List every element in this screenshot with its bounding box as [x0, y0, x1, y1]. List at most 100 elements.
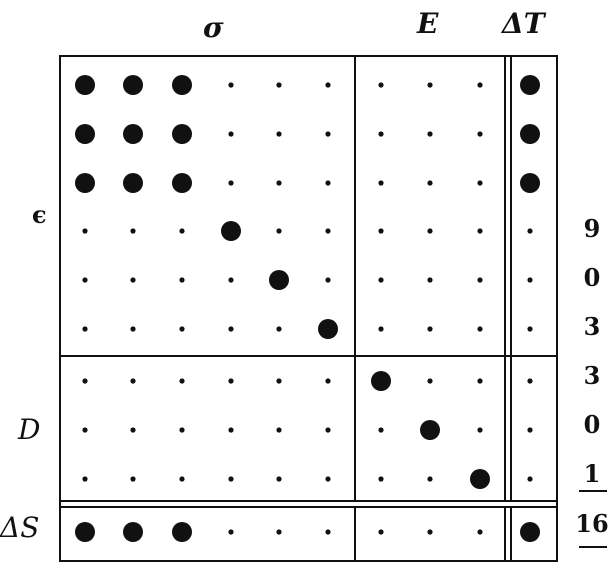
small-dot-r9-c3: [228, 529, 234, 535]
small-dot-r4-c7: [427, 277, 433, 283]
small-dot-r4-c3: [228, 277, 234, 283]
large-dot-r9-c9: [520, 522, 540, 542]
small-dot-r3-c7: [427, 228, 433, 234]
small-dot-r4-c1: [130, 277, 136, 283]
small-dot-r4-c8: [477, 277, 483, 283]
row-label-d: D: [18, 413, 41, 446]
small-dot-r8-c5: [325, 476, 331, 482]
small-dot-r6-c5: [325, 378, 331, 384]
small-dot-r7-c3: [228, 427, 234, 433]
small-dot-r1-c8: [477, 131, 483, 137]
small-dot-r8-c0: [82, 476, 88, 482]
small-dot-r0-c8: [477, 82, 483, 88]
small-dot-r2-c5: [325, 180, 331, 186]
small-dot-r8-c9: [527, 476, 533, 482]
small-dot-r5-c1: [130, 326, 136, 332]
large-dot-r1-c9: [520, 124, 540, 144]
small-dot-r4-c9: [527, 277, 533, 283]
large-dot-r6-c6: [371, 371, 391, 391]
small-dot-r8-c6: [378, 476, 384, 482]
small-dot-r6-c7: [427, 378, 433, 384]
small-dot-r3-c9: [527, 228, 533, 234]
small-dot-r8-c2: [179, 476, 185, 482]
small-dot-r7-c0: [82, 427, 88, 433]
small-dot-r7-c4: [276, 427, 282, 433]
small-dot-r7-c5: [325, 427, 331, 433]
small-dot-r0-c6: [378, 82, 384, 88]
small-dot-r5-c6: [378, 326, 384, 332]
small-dot-r4-c2: [179, 277, 185, 283]
small-dot-r9-c7: [427, 529, 433, 535]
count-value: 0: [583, 263, 601, 292]
small-dot-r8-c7: [427, 476, 433, 482]
small-dot-r9-c8: [477, 529, 483, 535]
small-dot-r5-c8: [477, 326, 483, 332]
small-dot-r6-c2: [179, 378, 185, 384]
small-dot-r2-c8: [477, 180, 483, 186]
small-dot-r4-c6: [378, 277, 384, 283]
large-dot-r0-c1: [123, 75, 143, 95]
small-dot-r5-c3: [228, 326, 234, 332]
small-dot-r5-c0: [82, 326, 88, 332]
small-dot-r2-c6: [378, 180, 384, 186]
small-dot-r3-c0: [82, 228, 88, 234]
large-dot-r4-c4: [269, 270, 289, 290]
column-label-sigma: σ: [203, 11, 224, 44]
small-dot-r0-c7: [427, 82, 433, 88]
small-dot-r4-c5: [325, 277, 331, 283]
sum-rule-top: [579, 490, 607, 492]
column-label-delta-t: ΔT: [502, 7, 545, 40]
small-dot-r6-c0: [82, 378, 88, 384]
small-dot-r2-c3: [228, 180, 234, 186]
small-dot-r3-c5: [325, 228, 331, 234]
large-dot-r9-c0: [75, 522, 95, 542]
sum-rule-bottom: [579, 546, 607, 548]
small-dot-r3-c6: [378, 228, 384, 234]
small-dot-r3-c8: [477, 228, 483, 234]
small-dot-r3-c4: [276, 228, 282, 234]
matrix-dots: [75, 75, 540, 542]
small-dot-r3-c1: [130, 228, 136, 234]
large-dot-r2-c1: [123, 173, 143, 193]
small-dot-r9-c5: [325, 529, 331, 535]
small-dot-r8-c1: [130, 476, 136, 482]
count-value: 0: [583, 410, 601, 439]
small-dot-r6-c8: [477, 378, 483, 384]
small-dot-r0-c3: [228, 82, 234, 88]
large-dot-r2-c9: [520, 173, 540, 193]
large-dot-r9-c1: [123, 522, 143, 542]
large-dot-r8-c8: [470, 469, 490, 489]
row-label-epsilon: ϵ: [32, 200, 47, 229]
small-dot-r7-c8: [477, 427, 483, 433]
small-dot-r9-c4: [276, 529, 282, 535]
small-dot-r6-c9: [527, 378, 533, 384]
large-dot-r3-c3: [221, 221, 241, 241]
small-dot-r5-c9: [527, 326, 533, 332]
small-dot-r5-c2: [179, 326, 185, 332]
small-dot-r7-c2: [179, 427, 185, 433]
small-dot-r5-c7: [427, 326, 433, 332]
small-dot-r1-c6: [378, 131, 384, 137]
small-dot-r7-c9: [527, 427, 533, 433]
small-dot-r3-c2: [179, 228, 185, 234]
small-dot-r9-c6: [378, 529, 384, 535]
column-label-e: E: [417, 7, 439, 40]
small-dot-r6-c3: [228, 378, 234, 384]
small-dot-r7-c1: [130, 427, 136, 433]
small-dot-r4-c0: [82, 277, 88, 283]
small-dot-r0-c4: [276, 82, 282, 88]
count-value: 3: [583, 361, 601, 390]
count-value: 3: [583, 312, 601, 341]
small-dot-r1-c7: [427, 131, 433, 137]
small-dot-r2-c4: [276, 180, 282, 186]
large-dot-r0-c9: [520, 75, 540, 95]
small-dot-r1-c4: [276, 131, 282, 137]
small-dot-r1-c5: [325, 131, 331, 137]
large-dot-r2-c2: [172, 173, 192, 193]
small-dot-r5-c4: [276, 326, 282, 332]
small-dot-r8-c3: [228, 476, 234, 482]
large-dot-r5-c5: [318, 319, 338, 339]
large-dot-r0-c2: [172, 75, 192, 95]
large-dot-r9-c2: [172, 522, 192, 542]
small-dot-r6-c4: [276, 378, 282, 384]
